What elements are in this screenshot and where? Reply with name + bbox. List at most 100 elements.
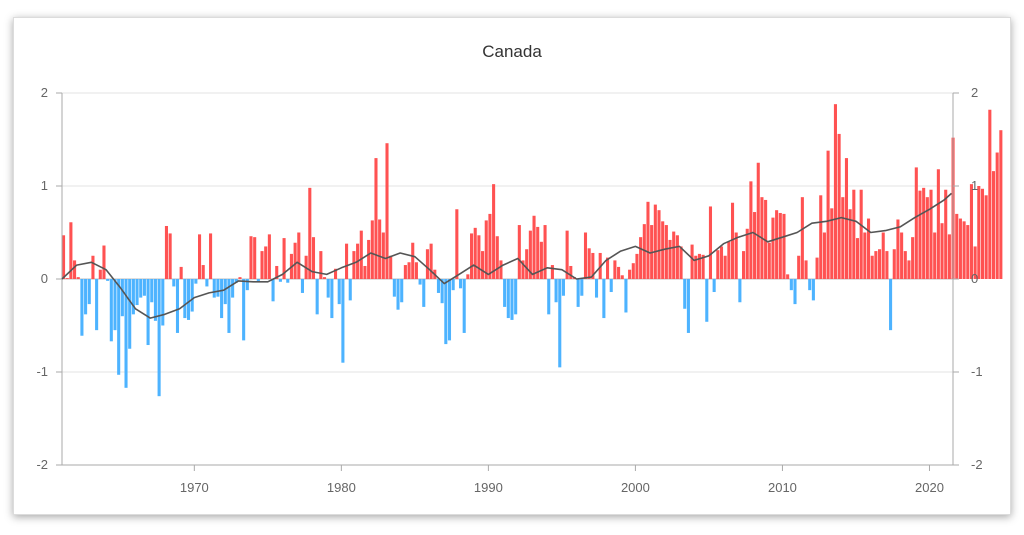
bar bbox=[458, 279, 463, 289]
y-tick-label-left: -2 bbox=[36, 457, 48, 472]
bar bbox=[933, 232, 937, 279]
bar bbox=[370, 220, 374, 279]
bar bbox=[723, 255, 727, 279]
bar bbox=[300, 279, 304, 293]
bar bbox=[694, 255, 698, 279]
bar bbox=[837, 133, 841, 279]
bar bbox=[613, 260, 617, 279]
bar bbox=[885, 251, 889, 279]
bar bbox=[911, 237, 915, 279]
bar bbox=[473, 227, 477, 279]
bar bbox=[642, 224, 646, 279]
y-tick-label-right: 1 bbox=[971, 178, 978, 193]
trend-line-series bbox=[61, 192, 953, 319]
bar bbox=[756, 162, 760, 279]
bar bbox=[256, 279, 260, 282]
bar bbox=[205, 279, 209, 287]
chart-title: Canada bbox=[482, 42, 542, 61]
bar bbox=[322, 277, 327, 279]
bar bbox=[565, 230, 569, 279]
bar bbox=[234, 279, 238, 283]
bar bbox=[550, 265, 554, 279]
bar bbox=[352, 251, 356, 279]
bar bbox=[940, 223, 944, 279]
bar bbox=[161, 279, 165, 326]
bar bbox=[587, 248, 591, 279]
bar bbox=[631, 263, 635, 279]
bar bbox=[639, 237, 643, 279]
bar bbox=[109, 279, 113, 342]
bar bbox=[414, 262, 418, 279]
bar bbox=[554, 279, 558, 303]
bar bbox=[209, 233, 213, 279]
bar bbox=[672, 231, 676, 279]
y-tick-label-left: 0 bbox=[41, 271, 48, 286]
bar bbox=[874, 251, 878, 279]
bar bbox=[944, 189, 948, 279]
tick-labels: 2 2 1 1 0 0 -1 -1 -2 -2 1970 1980 1990 2000 2010 2020 bbox=[36, 85, 982, 495]
bar bbox=[172, 279, 176, 287]
y-tick-label-right: -1 bbox=[971, 364, 983, 379]
chart-card bbox=[13, 17, 1011, 515]
bar bbox=[977, 186, 981, 279]
bar bbox=[245, 279, 249, 291]
bar bbox=[157, 279, 161, 397]
bar bbox=[922, 187, 926, 279]
bar bbox=[319, 251, 323, 279]
bar bbox=[778, 212, 782, 279]
bar bbox=[547, 279, 551, 315]
bar bbox=[716, 250, 720, 279]
bar bbox=[231, 279, 235, 298]
trend-line bbox=[61, 192, 953, 319]
bar bbox=[797, 255, 801, 279]
bar bbox=[264, 246, 268, 279]
bar bbox=[925, 197, 929, 279]
bar bbox=[378, 219, 382, 279]
bar bbox=[175, 279, 180, 333]
bar bbox=[451, 279, 455, 291]
bar bbox=[315, 279, 319, 315]
bar bbox=[267, 234, 271, 279]
y-tick-label-right: 2 bbox=[971, 85, 978, 100]
bar bbox=[984, 195, 988, 279]
y-tick-label-left: -1 bbox=[36, 364, 48, 379]
bar bbox=[422, 279, 426, 307]
bar bbox=[782, 213, 786, 279]
bar bbox=[286, 279, 290, 283]
bar bbox=[918, 190, 922, 279]
bar bbox=[966, 225, 970, 279]
bar bbox=[282, 238, 286, 279]
bar bbox=[606, 257, 610, 279]
bar bbox=[359, 230, 363, 279]
bar bbox=[811, 279, 815, 301]
bar bbox=[929, 189, 933, 279]
bar bbox=[521, 260, 525, 279]
bar bbox=[683, 279, 687, 309]
bar bbox=[734, 232, 738, 279]
bar bbox=[973, 246, 977, 279]
bar bbox=[903, 251, 907, 279]
bar bbox=[62, 235, 66, 279]
bar bbox=[278, 279, 282, 282]
bar bbox=[609, 279, 613, 293]
bar bbox=[580, 279, 584, 296]
bar bbox=[466, 274, 470, 279]
bar bbox=[260, 251, 264, 279]
bar bbox=[198, 234, 202, 279]
bar bbox=[411, 242, 415, 279]
bar bbox=[381, 232, 385, 279]
bar bbox=[730, 202, 735, 279]
bar bbox=[719, 246, 724, 279]
bar bbox=[786, 274, 790, 279]
bar bbox=[396, 279, 400, 310]
bar bbox=[848, 209, 852, 279]
bar bbox=[576, 279, 580, 307]
bar bbox=[958, 218, 962, 279]
bar bbox=[455, 209, 459, 279]
bar bbox=[337, 279, 341, 305]
bar bbox=[153, 279, 157, 321]
bar bbox=[804, 260, 808, 279]
bar-series bbox=[62, 104, 1003, 397]
bar bbox=[738, 279, 742, 303]
bar bbox=[341, 279, 345, 363]
